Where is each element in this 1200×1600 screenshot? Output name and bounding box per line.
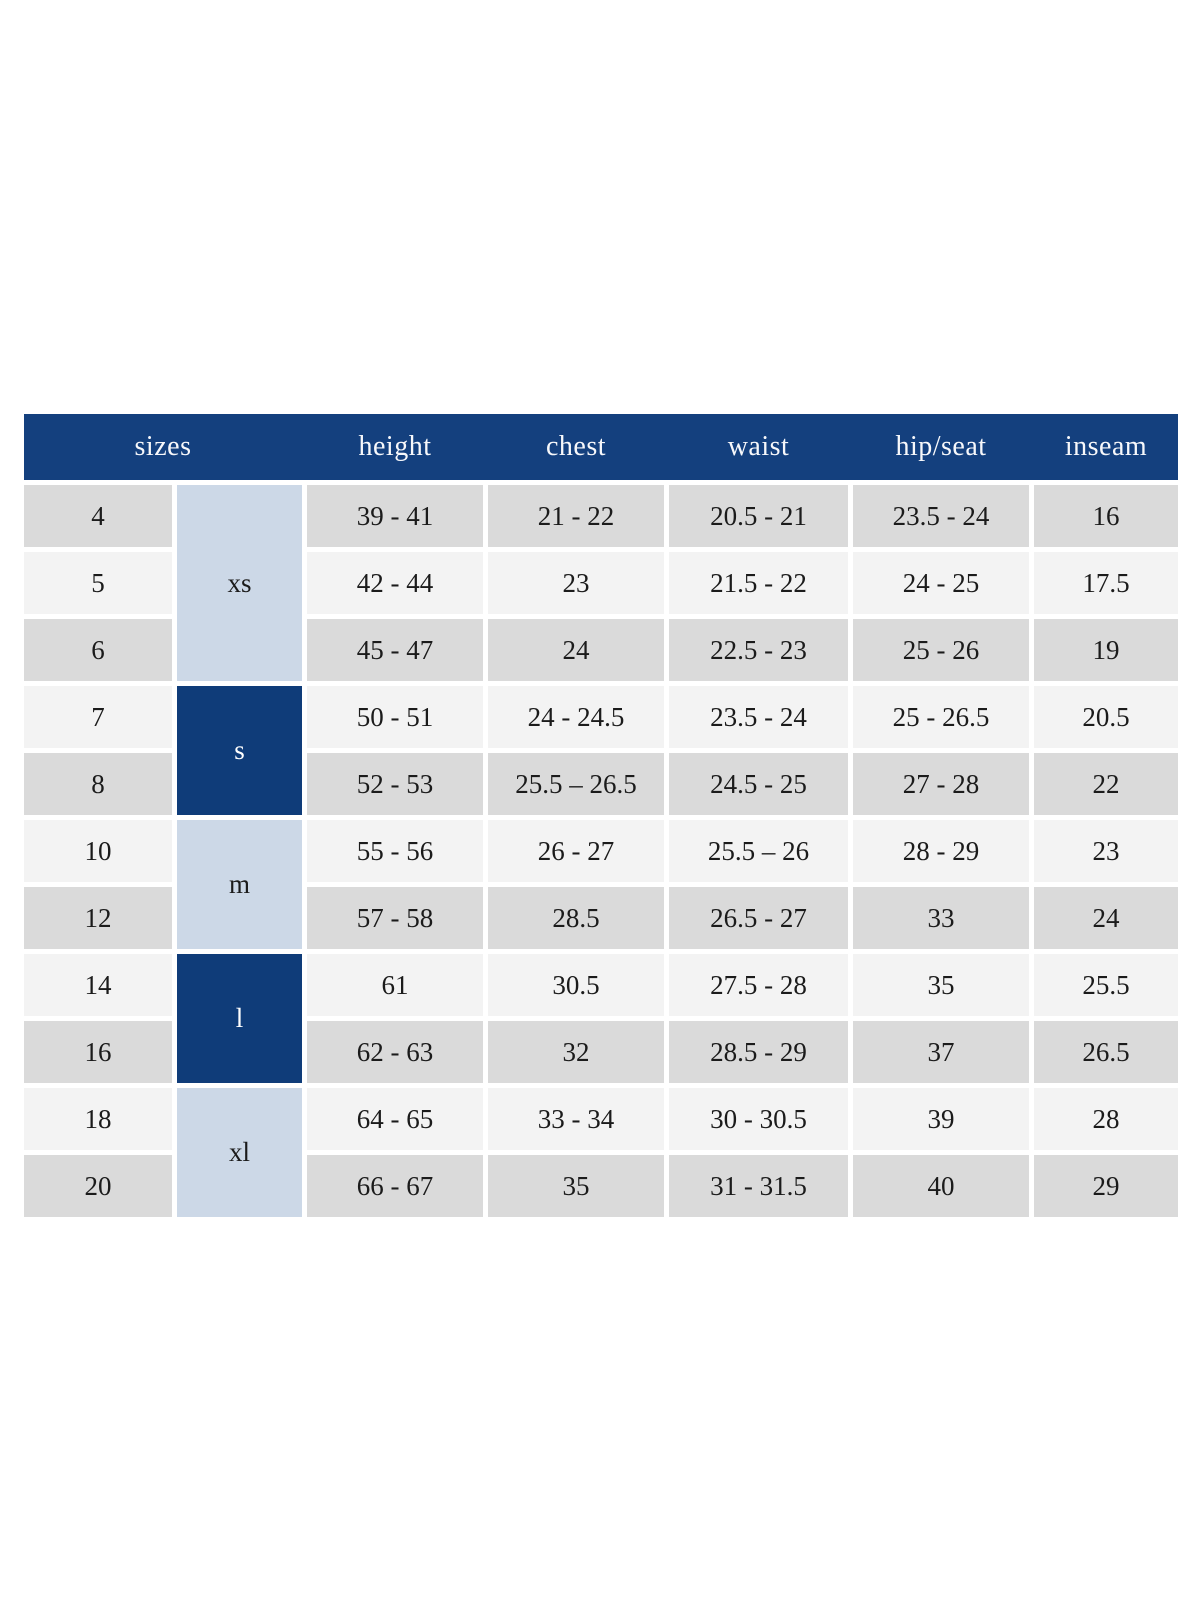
chest-cell: 23 [488,552,664,614]
chest-cell: 30.5 [488,954,664,1016]
inseam-cell: 24 [1034,887,1178,949]
waist-cell: 27.5 - 28 [669,954,848,1016]
group-cell-m: m [177,820,302,949]
size-cell: 4 [24,485,172,547]
height-cell: 42 - 44 [307,552,483,614]
waist-cell: 28.5 - 29 [669,1021,848,1083]
chest-cell: 24 [488,619,664,681]
header-cell-sizes: sizes [134,431,192,462]
waist-cell: 20.5 - 21 [669,485,848,547]
inseam-cell: 25.5 [1034,954,1178,1016]
size-cell: 10 [24,820,172,882]
height-cell: 55 - 56 [307,820,483,882]
hip-seat-cell: 25 - 26 [853,619,1029,681]
size-cell: 7 [24,686,172,748]
inseam-cell: 28 [1034,1088,1178,1150]
size-cell: 5 [24,552,172,614]
size-cell: 18 [24,1088,172,1150]
height-cell: 61 [307,954,483,1016]
size-cell: 6 [24,619,172,681]
chest-cell: 21 - 22 [488,485,664,547]
waist-cell: 25.5 – 26 [669,820,848,882]
height-cell: 62 - 63 [307,1021,483,1083]
inseam-cell: 22 [1034,753,1178,815]
chest-cell: 26 - 27 [488,820,664,882]
waist-cell: 26.5 - 27 [669,887,848,949]
chest-cell: 32 [488,1021,664,1083]
hip-seat-cell: 40 [853,1155,1029,1217]
table-body: 4 xs 39 - 41 21 - 22 20.5 - 21 23.5 - 24… [24,485,1178,1217]
height-cell: 39 - 41 [307,485,483,547]
chest-cell: 28.5 [488,887,664,949]
header-cell-hip-seat: hip/seat [895,431,987,462]
hip-seat-cell: 24 - 25 [853,552,1029,614]
group-cell-xl: xl [177,1088,302,1217]
waist-cell: 31 - 31.5 [669,1155,848,1217]
group-cell-s: s [177,686,302,815]
waist-cell: 21.5 - 22 [669,552,848,614]
hip-seat-cell: 37 [853,1021,1029,1083]
chest-cell: 25.5 – 26.5 [488,753,664,815]
height-cell: 57 - 58 [307,887,483,949]
hip-seat-cell: 39 [853,1088,1029,1150]
size-cell: 12 [24,887,172,949]
size-cell: 16 [24,1021,172,1083]
header-cell-height: height [358,431,432,462]
inseam-cell: 17.5 [1034,552,1178,614]
header-cell-waist: waist [727,431,790,462]
header-cell-inseam: inseam [1064,431,1148,462]
height-cell: 45 - 47 [307,619,483,681]
inseam-cell: 26.5 [1034,1021,1178,1083]
inseam-cell: 20.5 [1034,686,1178,748]
chest-cell: 24 - 24.5 [488,686,664,748]
height-cell: 52 - 53 [307,753,483,815]
size-chart-table: sizes height chest waist hip/seat inseam… [24,414,1178,1217]
inseam-cell: 23 [1034,820,1178,882]
hip-seat-cell: 27 - 28 [853,753,1029,815]
hip-seat-cell: 33 [853,887,1029,949]
waist-cell: 23.5 - 24 [669,686,848,748]
height-cell: 50 - 51 [307,686,483,748]
hip-seat-cell: 25 - 26.5 [853,686,1029,748]
header-cell-chest: chest [545,431,607,462]
height-cell: 66 - 67 [307,1155,483,1217]
inseam-cell: 29 [1034,1155,1178,1217]
hip-seat-cell: 23.5 - 24 [853,485,1029,547]
chest-cell: 33 - 34 [488,1088,664,1150]
hip-seat-cell: 28 - 29 [853,820,1029,882]
waist-cell: 22.5 - 23 [669,619,848,681]
hip-seat-cell: 35 [853,954,1029,1016]
size-cell: 8 [24,753,172,815]
group-cell-l: l [177,954,302,1083]
size-cell: 20 [24,1155,172,1217]
height-cell: 64 - 65 [307,1088,483,1150]
table-header-row: sizes height chest waist hip/seat inseam [24,414,1178,480]
waist-cell: 30 - 30.5 [669,1088,848,1150]
inseam-cell: 16 [1034,485,1178,547]
waist-cell: 24.5 - 25 [669,753,848,815]
size-cell: 14 [24,954,172,1016]
inseam-cell: 19 [1034,619,1178,681]
chest-cell: 35 [488,1155,664,1217]
group-cell-xs: xs [177,485,302,681]
